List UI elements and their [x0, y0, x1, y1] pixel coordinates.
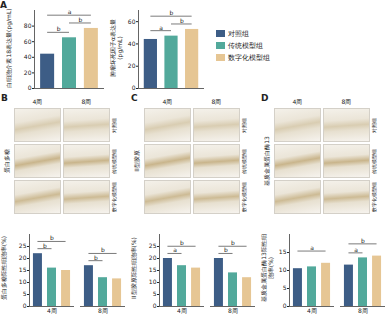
html-text:数字化模型组: 数字化模型组 [241, 182, 247, 212]
svg-text:20: 20 [128, 62, 136, 69]
svg-text:40: 40 [24, 53, 32, 60]
html-text:传统模型组: 传统模型组 [371, 148, 377, 174]
html-text:对照组: 对照组 [241, 117, 247, 133]
svg-text:4周: 4周 [47, 307, 57, 314]
svg-text:4周: 4周 [307, 307, 317, 314]
svg-text:b: b [79, 16, 83, 23]
svg-text:15: 15 [279, 248, 287, 255]
svg-text:40: 40 [128, 40, 136, 47]
svg-text:a: a [68, 8, 72, 15]
html-text:4周: 4周 [162, 98, 173, 105]
svg-text:15: 15 [19, 266, 27, 273]
svg-text:5: 5 [283, 284, 287, 291]
html-text:对照组: 对照组 [371, 117, 377, 133]
html-text:传统模型组: 传统模型组 [241, 148, 247, 174]
svg-text:b: b [101, 246, 105, 253]
svg-text:10: 10 [19, 278, 27, 285]
html-text:数字化模型组: 数字化模型组 [111, 182, 117, 212]
svg-text:b: b [43, 242, 47, 249]
svg-text:b: b [224, 246, 228, 253]
svg-text:15: 15 [149, 266, 157, 273]
svg-text:8周: 8周 [228, 307, 238, 314]
html-text:8周: 8周 [81, 98, 92, 105]
svg-text:0: 0 [23, 302, 27, 309]
svg-text:25: 25 [149, 242, 157, 249]
svg-text:b: b [94, 254, 98, 261]
html-text:基质金属蛋白酶13阳性细胞率(%): 基质金属蛋白酶13阳性细胞率(%) [260, 234, 274, 302]
html-text:C: C [131, 93, 138, 103]
svg-text:10: 10 [149, 278, 157, 285]
svg-text:a: a [354, 246, 358, 253]
html-text:蛋白多糖: 蛋白多糖 [3, 149, 10, 173]
svg-text:60: 60 [24, 38, 32, 45]
html-text:8周: 8周 [211, 98, 222, 105]
svg-text:0: 0 [132, 84, 136, 91]
svg-text:4周: 4周 [177, 307, 187, 314]
svg-text:b: b [57, 25, 61, 32]
svg-text:25: 25 [19, 242, 27, 249]
svg-text:20: 20 [19, 254, 27, 261]
html-text:基质金属蛋白酶13: 基质金属蛋白酶13 [263, 136, 270, 186]
html-text:传统模型组: 传统模型组 [228, 42, 263, 50]
svg-text:20: 20 [149, 254, 157, 261]
svg-text:0: 0 [283, 302, 287, 309]
html-text:对照组: 对照组 [228, 30, 249, 38]
svg-text:10: 10 [279, 266, 287, 273]
svg-text:60: 60 [128, 18, 136, 25]
svg-text:b: b [180, 239, 184, 246]
svg-text:a: a [159, 24, 163, 31]
svg-text:5: 5 [153, 290, 157, 297]
html-text:B: B [1, 93, 8, 103]
html-text:蛋白多糖阳性细胞率(%): 蛋白多糖阳性细胞率(%) [0, 235, 7, 301]
html-text:8周: 8周 [341, 98, 352, 105]
svg-text:b: b [231, 239, 235, 246]
svg-text:5: 5 [23, 290, 27, 297]
html-text:II型胶原阳性细胞率(%): II型胶原阳性细胞率(%) [130, 237, 137, 299]
html-text:II型胶原: II型胶原 [133, 150, 140, 172]
svg-text:0: 0 [153, 302, 157, 309]
html-text:A: A [0, 0, 7, 10]
svg-text:b: b [180, 17, 184, 24]
html-text:数字化模型组: 数字化模型组 [228, 54, 270, 62]
svg-text:8周: 8周 [358, 307, 368, 314]
html-text:D: D [261, 93, 269, 103]
html-text:数字化模型组: 数字化模型组 [371, 182, 377, 212]
html-text:白细胞介素18表达量(pg/mL): 白细胞介素18表达量(pg/mL) [5, 8, 12, 88]
html-text:4周: 4周 [32, 98, 43, 105]
svg-text:b: b [50, 234, 54, 241]
svg-text:0: 0 [28, 84, 32, 91]
svg-text:8周: 8周 [98, 307, 108, 314]
html-text:传统模型组: 传统模型组 [111, 148, 117, 174]
svg-text:20: 20 [24, 69, 32, 76]
html-text:4周: 4周 [292, 98, 303, 105]
svg-text:b: b [361, 237, 365, 244]
html-text:肿瘤坏死因子α表达量(pg/mL): 肿瘤坏死因子α表达量(pg/mL) [109, 19, 123, 77]
svg-text:80: 80 [24, 22, 32, 29]
svg-text:b: b [170, 9, 174, 16]
html-text:对照组: 对照组 [111, 117, 117, 133]
svg-text:a: a [173, 246, 177, 253]
svg-text:a: a [310, 244, 314, 251]
